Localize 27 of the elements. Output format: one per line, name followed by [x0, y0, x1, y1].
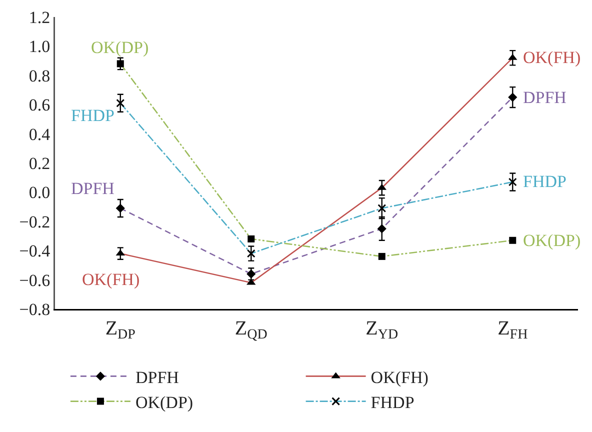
y-tick-label: 0.6 [28, 96, 50, 115]
annotation: FHDP [523, 172, 566, 191]
y-tick-label: −0.2 [19, 212, 50, 232]
y-tick-label: −0.4 [19, 242, 51, 261]
annotation: OK(FH) [523, 48, 581, 67]
y-tick-label: 0.8 [28, 66, 50, 86]
y-tick-label: −0.8 [19, 300, 50, 319]
annotation: OK(DP) [523, 231, 581, 250]
legend-label: OK(DP) [135, 392, 194, 412]
x-tick-label: Z$_{YD}$ [366, 318, 398, 343]
annotation: DPFH [71, 179, 114, 198]
annotation: DPFH [523, 88, 566, 107]
legend-label: DPFH [135, 368, 179, 387]
legend-label: FHDP [370, 392, 414, 412]
annotation: OK(DP) [91, 38, 149, 57]
annotation: FHDP [71, 106, 114, 125]
y-tick-label: 0.0 [28, 183, 50, 202]
y-tick-label: −0.6 [19, 270, 50, 290]
y-tick-label: 1.2 [28, 8, 50, 27]
x-tick-label: Z$_{FH}$ [498, 318, 528, 343]
legend-label: OK(FH) [370, 368, 428, 387]
y-tick-label: 1.0 [28, 37, 50, 56]
x-tick-label: Z$_{DP}$ [105, 318, 136, 343]
annotation: OK(FH) [82, 270, 140, 289]
y-tick-label: 0.4 [28, 124, 51, 144]
y-tick-label: 0.2 [28, 154, 50, 173]
x-tick-label: Z$_{QD}$ [234, 318, 268, 343]
